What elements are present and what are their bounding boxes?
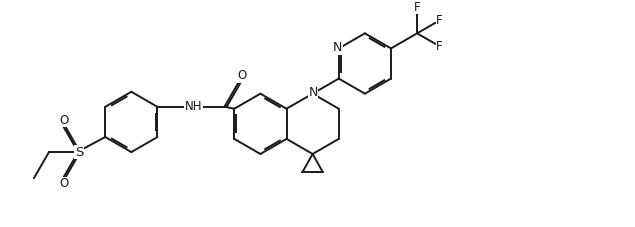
- Text: N: N: [333, 41, 342, 54]
- Text: F: F: [414, 0, 420, 14]
- Text: F: F: [436, 40, 443, 53]
- Text: F: F: [436, 14, 443, 27]
- Text: S: S: [75, 146, 83, 159]
- Text: O: O: [60, 177, 69, 190]
- Text: N: N: [309, 86, 318, 99]
- Text: O: O: [237, 69, 246, 82]
- Text: NH: NH: [185, 100, 203, 113]
- Text: O: O: [60, 114, 69, 127]
